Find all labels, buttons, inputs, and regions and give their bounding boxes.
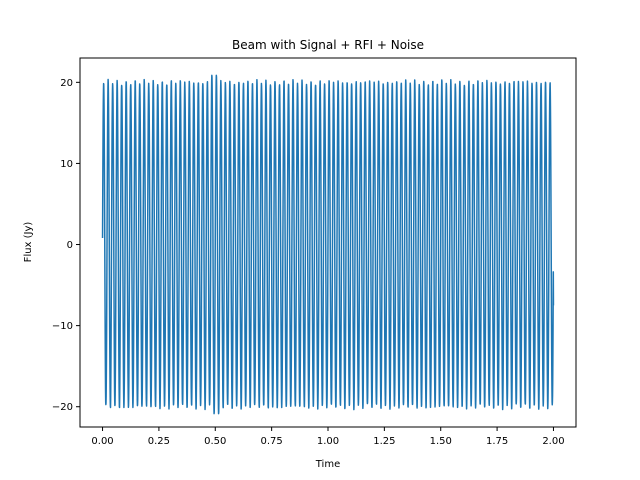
x-axis: 0.00 0.25 0.50 0.75 1.00 1.25 1.50 1.75 2.00 [91, 427, 565, 447]
x-tick-label: 2.00 [542, 436, 564, 447]
x-tick-label: 0.25 [148, 436, 170, 447]
x-tick-label: 0.50 [204, 436, 226, 447]
y-axis-label: Flux (Jy) [23, 222, 34, 263]
x-tick-label: 1.00 [317, 436, 339, 447]
series-line [101, 74, 555, 415]
plot-area [101, 74, 555, 415]
x-axis-label: Time [315, 459, 340, 470]
y-tick-label: 20 [60, 78, 73, 89]
y-tick-label: −20 [52, 402, 73, 413]
x-tick-label: 1.25 [373, 436, 395, 447]
y-axis: −20 −10 0 10 20 [52, 78, 80, 413]
x-tick-label: 1.75 [486, 436, 508, 447]
chart-title: Beam with Signal + RFI + Noise [232, 38, 424, 52]
y-tick-label: 0 [67, 240, 73, 251]
x-tick-label: 0.75 [261, 436, 283, 447]
y-tick-label: −10 [52, 321, 73, 332]
x-tick-label: 0.00 [91, 436, 113, 447]
y-tick-label: 10 [60, 159, 73, 170]
x-tick-label: 1.50 [430, 436, 452, 447]
